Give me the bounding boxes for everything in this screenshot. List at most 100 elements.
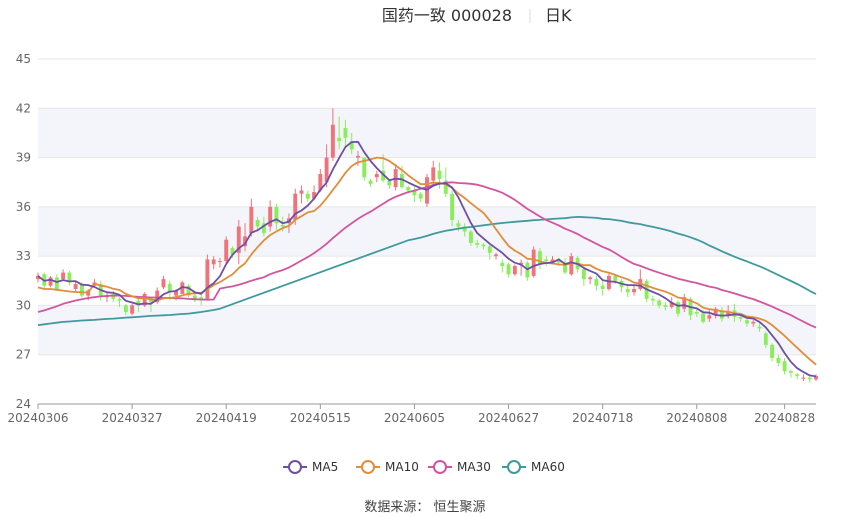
candle-body [625, 289, 630, 293]
candle-body [368, 180, 373, 184]
candle-body [224, 239, 229, 262]
candle-body [594, 279, 599, 286]
candle-body [67, 272, 72, 283]
candle-body [650, 298, 655, 301]
candle-body [462, 226, 467, 232]
candle-body [192, 295, 197, 301]
candle-body [694, 312, 699, 314]
candle-body [324, 157, 329, 183]
candle-body [299, 190, 304, 194]
candle-body [556, 259, 561, 263]
y-tick-label: 36 [16, 200, 31, 214]
candle-body [581, 269, 586, 280]
candle-body [211, 259, 216, 265]
candle-body [387, 180, 392, 186]
candle-body [757, 326, 762, 329]
x-tick-label: 20240605 [384, 411, 445, 425]
x-tick-label: 20240828 [754, 411, 815, 425]
candle-body [318, 174, 323, 191]
candle-body [123, 305, 128, 312]
candle-body [481, 244, 486, 247]
grid-band [38, 108, 816, 158]
candle-body [588, 277, 593, 280]
candle-body [167, 284, 172, 293]
candle-body [544, 259, 549, 262]
candle-body [632, 289, 636, 293]
y-tick-label: 24 [16, 397, 31, 411]
candle-body [374, 174, 379, 178]
candle-body [788, 371, 793, 373]
candle-body [337, 137, 342, 142]
candle-body [381, 170, 386, 181]
candle-body [305, 193, 310, 199]
candle-body [161, 279, 166, 288]
x-tick-label: 20240808 [666, 411, 727, 425]
candle-body [494, 254, 498, 257]
candle-body [801, 377, 806, 379]
candle-body [682, 297, 687, 309]
y-tick-label: 45 [16, 52, 31, 66]
candle-body [782, 361, 787, 372]
candle-body [719, 310, 724, 319]
candle-body [657, 300, 662, 306]
y-tick-label: 39 [16, 151, 31, 165]
y-tick-label: 27 [16, 348, 31, 362]
legend-label-ma10: MA10 [385, 460, 419, 474]
candle-body [776, 358, 781, 363]
candle-body [349, 141, 354, 150]
candle-body [431, 167, 436, 181]
candle-body [130, 305, 135, 314]
legend-label-ma30: MA30 [457, 460, 491, 474]
candle-body [412, 190, 417, 196]
y-tick-label: 33 [16, 249, 31, 263]
x-axis-ticks: 20240306 20240327 20240419 20240515 20240605… [7, 404, 815, 425]
candle-body [343, 128, 348, 138]
candle-body [155, 290, 160, 303]
candle-body [186, 285, 191, 296]
candle-body [79, 284, 84, 296]
candle-body [607, 275, 611, 289]
candle-body [437, 170, 442, 179]
candle-body [713, 308, 718, 316]
candle-body [738, 316, 743, 319]
ma10-line [37, 156, 817, 366]
grid-band [38, 206, 816, 257]
candle-body [218, 261, 222, 263]
candle-body [814, 376, 818, 380]
candle-body [569, 256, 574, 275]
candle-body [456, 223, 461, 227]
candle-body [268, 206, 273, 227]
candle-body [249, 206, 254, 234]
candle-body [73, 284, 78, 289]
candle-body [663, 305, 668, 308]
candle-body [280, 224, 285, 227]
candle-body [174, 290, 178, 296]
candle-body [701, 313, 706, 322]
ma60-line [37, 216, 817, 326]
candle-body [443, 180, 448, 194]
legend-marker-ma10 [361, 460, 375, 474]
legend-marker-ma5 [288, 460, 302, 474]
candle-body [807, 377, 812, 380]
candle-body [676, 302, 680, 314]
x-tick-label: 20240515 [290, 411, 351, 425]
candle-body [600, 285, 605, 289]
chart-title: 国药一致 000028 [382, 6, 512, 25]
legend: MA5 MA10 MA30 MA60 [283, 460, 565, 474]
candle-body [707, 315, 712, 319]
candle-body [613, 275, 618, 281]
candle-body [406, 187, 411, 191]
candle-body [61, 272, 66, 280]
legend-marker-ma30 [433, 460, 447, 474]
candle-body [519, 262, 524, 265]
candle-body [330, 124, 335, 158]
x-tick-label: 20240627 [478, 411, 539, 425]
candle-body [399, 174, 404, 188]
candle-body [537, 251, 542, 265]
candle-body [230, 247, 235, 255]
candle-body [236, 226, 241, 253]
candle-body [563, 262, 567, 273]
candle-body [48, 277, 53, 286]
legend-label-ma60: MA60 [531, 460, 565, 474]
